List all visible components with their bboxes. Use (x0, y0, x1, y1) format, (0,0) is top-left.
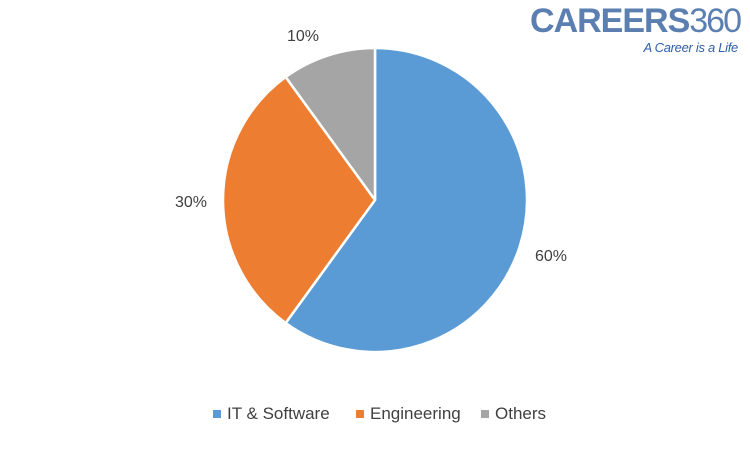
legend-label-engineering: Engineering (370, 404, 461, 423)
careers360-logo: CAREERS360 A Career is a Life (530, 2, 742, 62)
legend-label-it-software: IT & Software (227, 404, 330, 423)
legend-swatch-it-software (213, 410, 221, 418)
data-label-engineering: 30% (175, 194, 207, 211)
data-label-others: 10% (287, 28, 319, 45)
logo-name-digits: 360 (689, 2, 742, 40)
data-label-it-software: 60% (535, 248, 567, 265)
chart-legend: IT & Software Engineering Others (213, 404, 546, 423)
legend-swatch-others (481, 410, 489, 418)
pie-slice-engineering (221, 75, 377, 325)
pie-data-labels: 60% 30% 10% (175, 28, 567, 265)
logo-wordmark: CAREERS360 (530, 2, 742, 41)
legend-label-others: Others (495, 404, 546, 423)
legend-item-it-software: IT & Software (213, 404, 330, 423)
pie-slices (221, 46, 529, 354)
logo-name-letters: CAREERS (530, 2, 690, 40)
pie-slice-it-software (284, 46, 529, 354)
pie-slice-others (284, 46, 377, 202)
legend-item-engineering: Engineering (356, 404, 461, 423)
legend-swatch-engineering (356, 410, 364, 418)
logo-tagline: A Career is a Life (643, 40, 738, 55)
legend-item-others: Others (481, 404, 546, 423)
